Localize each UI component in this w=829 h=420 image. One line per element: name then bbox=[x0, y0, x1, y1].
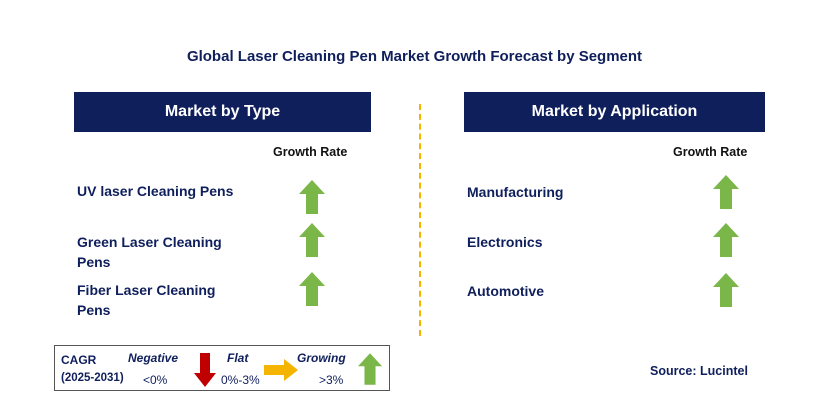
cagr-legend: CAGR (2025-2031) Negative <0% Flat 0%-3%… bbox=[54, 345, 390, 391]
legend-flat-label: Flat bbox=[227, 351, 249, 365]
legend-cagr-label: CAGR bbox=[61, 353, 97, 367]
source-note: Source: Lucintel bbox=[650, 364, 748, 378]
growing-up-arrow-icon bbox=[358, 353, 382, 385]
legend-flat-range: 0%-3% bbox=[221, 373, 260, 387]
legend-growing-label: Growing bbox=[297, 351, 346, 365]
negative-down-arrow-icon bbox=[194, 353, 216, 387]
growth-up-arrow-icon bbox=[713, 273, 739, 307]
legend-negative-label: Negative bbox=[128, 351, 179, 365]
market-by-type-header: Market by Type bbox=[74, 92, 371, 132]
application-row-label-electronics: Electronics bbox=[467, 234, 543, 250]
type-row-label-uv: UV laser Cleaning Pens bbox=[77, 183, 234, 199]
growth-rate-label-application: Growth Rate bbox=[673, 145, 748, 159]
growth-up-arrow-icon bbox=[713, 223, 739, 257]
flat-right-arrow-icon bbox=[264, 359, 298, 381]
type-row-label-green: Green Laser Cleaning Pens bbox=[77, 234, 222, 270]
market-by-application-header: Market by Application bbox=[464, 92, 765, 132]
growth-up-arrow-icon bbox=[299, 180, 325, 214]
growth-up-arrow-icon bbox=[713, 175, 739, 209]
legend-period-label: (2025-2031) bbox=[61, 372, 124, 384]
application-row-label-manufacturing: Manufacturing bbox=[467, 184, 564, 200]
chart-title: Global Laser Cleaning Pen Market Growth … bbox=[186, 48, 643, 65]
legend-negative-range: <0% bbox=[143, 373, 168, 387]
application-row-label-automotive: Automotive bbox=[467, 283, 544, 299]
legend-growing-range: >3% bbox=[319, 373, 344, 387]
growth-rate-label-type: Growth Rate bbox=[273, 145, 348, 159]
growth-up-arrow-icon bbox=[299, 272, 325, 306]
panel-divider bbox=[419, 104, 421, 336]
growth-up-arrow-icon bbox=[299, 223, 325, 257]
type-row-label-fiber: Fiber Laser Cleaning Pens bbox=[77, 282, 216, 318]
